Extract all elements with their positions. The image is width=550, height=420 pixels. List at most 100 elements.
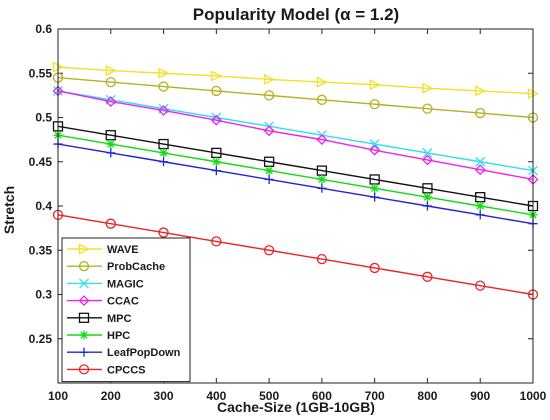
series-hpc [53,130,538,220]
y-tick-label: 0.55 [29,66,53,80]
y-axis-label: Stretch [1,186,17,234]
legend: WAVE ProbCache MAGIC CCAC MPC HPC LeafPopDown C… [61,237,191,383]
data-point [475,107,486,119]
data-point [158,67,170,79]
data-point [369,99,380,110]
data-point [211,85,222,97]
y-tick-label: 0.45 [29,155,53,169]
data-point [263,73,276,85]
axis-ticks: 100 200 300 400 500 600 700 800 900 1000 0.25 0.3 0.… [29,22,547,403]
plot-frame [57,28,534,384]
series-ccac [52,85,539,185]
data-point [475,210,485,220]
series-line [57,143,534,225]
legend-item: WAVE [67,243,139,256]
data-point [79,330,89,340]
data-point [105,96,117,107]
data-point [317,183,327,193]
data-point [159,148,169,158]
legend-item: MPC [67,312,132,325]
x-tick-label: 500 [259,389,279,403]
legend-label: CPCCS [107,364,146,376]
series-line [57,90,534,181]
data-point [79,278,89,289]
x-tick-label: 900 [470,389,490,403]
data-point [263,245,275,256]
data-point [263,90,275,101]
data-point [211,236,222,247]
legend-label: HPC [107,330,130,342]
data-point [264,166,274,176]
legend-item: ProbCache [67,261,165,273]
data-point [369,79,381,91]
chart-title: Popularity Model (α = 1.2) [193,5,399,24]
data-point [422,271,433,282]
data-point [264,174,274,184]
legend-label: LeafPopDown [107,347,181,359]
legend-item: HPC [67,330,130,342]
data-point [369,139,380,150]
data-point [422,82,434,94]
data-point [79,347,89,357]
data-point [317,174,327,184]
y-tick-label: 0.35 [29,243,53,257]
legend-box [61,237,191,383]
data-point [369,144,381,156]
data-point [422,192,432,202]
data-point [422,103,433,114]
data-point [105,218,116,229]
series-line [57,66,534,95]
legend-item: MAGIC [67,278,144,290]
y-tick-label: 0.4 [35,199,52,213]
legend-label: ProbCache [107,261,165,273]
data-point [158,81,169,92]
data-point [422,147,433,158]
y-tick-label: 0.25 [29,332,53,346]
x-tick-label: 1000 [520,389,547,403]
data-point [475,85,487,97]
data-point [159,157,169,167]
data-point [78,364,90,375]
x-axis-label: Cache-Size (1GB-10GB) [217,399,375,415]
x-tick-label: 300 [154,389,174,403]
series-leafpopdown [53,139,538,229]
data-point [475,201,485,211]
legend-label: MPC [107,313,132,325]
x-tick-label: 400 [206,389,226,403]
x-tick-label: 600 [312,389,332,403]
series-probcache [52,72,539,123]
data-point [78,295,90,307]
data-point [370,183,380,193]
data-point [369,262,380,274]
series-layer [52,61,539,300]
data-point [158,105,169,116]
series-line [57,125,534,207]
y-tick-label: 0.5 [35,111,52,125]
data-point [78,261,90,272]
series-cpccs [52,209,539,300]
x-tick-label: 800 [417,389,437,403]
data-point [474,164,486,176]
data-point [263,125,275,137]
y-tick-label: 0.6 [35,22,52,36]
data-point [211,166,221,176]
data-point [210,114,222,126]
legend-label: CCAC [107,296,139,308]
legend-item: LeafPopDown [67,347,181,359]
legend-item: CPCCS [67,364,146,376]
x-tick-label: 700 [365,389,385,403]
legend-item: CCAC [67,295,139,308]
data-point [422,154,433,166]
series-line [57,76,534,119]
legend-label: WAVE [107,244,139,256]
data-point [316,76,328,88]
data-point [211,157,221,167]
data-point [211,70,223,82]
series-wave [52,61,539,100]
data-point [422,201,432,211]
data-point [105,76,116,88]
data-point [78,243,90,255]
series-magic [53,85,538,176]
